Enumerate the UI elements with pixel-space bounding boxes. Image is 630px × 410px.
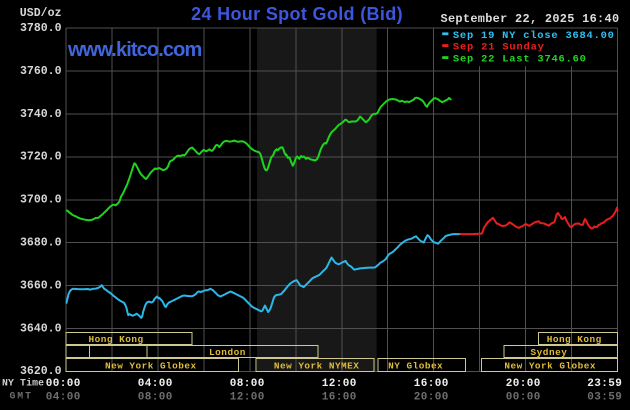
svg-text:New York NYMEX: New York NYMEX bbox=[274, 360, 359, 371]
svg-text:September 22, 2025 16:40: September 22, 2025 16:40 bbox=[441, 12, 620, 26]
svg-text:20:00: 20:00 bbox=[414, 391, 449, 403]
svg-text:NY Globex: NY Globex bbox=[388, 360, 443, 371]
svg-text:3760.0: 3760.0 bbox=[20, 65, 62, 78]
svg-text:USD/oz: USD/oz bbox=[20, 7, 62, 20]
svg-text:3780.0: 3780.0 bbox=[20, 22, 62, 35]
svg-text:Sep 21 Sunday: Sep 21 Sunday bbox=[453, 42, 545, 54]
svg-text:12:00: 12:00 bbox=[322, 378, 357, 390]
svg-text:3720.0: 3720.0 bbox=[20, 151, 62, 164]
svg-text:08:00: 08:00 bbox=[138, 391, 173, 403]
svg-text:GMT: GMT bbox=[10, 391, 32, 402]
svg-text:04:00: 04:00 bbox=[138, 378, 173, 390]
svg-text:20:00: 20:00 bbox=[506, 378, 541, 390]
svg-text:03:59: 03:59 bbox=[587, 391, 622, 403]
svg-text:3680.0: 3680.0 bbox=[20, 237, 62, 250]
svg-text:00:00: 00:00 bbox=[506, 391, 541, 403]
svg-text:12:00: 12:00 bbox=[230, 391, 265, 403]
svg-text:NY Time: NY Time bbox=[2, 377, 44, 388]
svg-text:Hong Kong: Hong Kong bbox=[89, 334, 144, 345]
svg-text:New York Globex: New York Globex bbox=[105, 360, 196, 371]
svg-text:Hong Kong: Hong Kong bbox=[547, 334, 602, 345]
svg-text:3640.0: 3640.0 bbox=[20, 322, 62, 335]
svg-text:3700.0: 3700.0 bbox=[20, 194, 62, 207]
svg-text:16:00: 16:00 bbox=[322, 391, 357, 403]
svg-text:3620.0: 3620.0 bbox=[20, 365, 62, 378]
svg-text:00:00: 00:00 bbox=[46, 378, 81, 390]
svg-text:New York Globex: New York Globex bbox=[504, 360, 595, 371]
svg-text:3660.0: 3660.0 bbox=[20, 279, 62, 292]
svg-text:23:59: 23:59 bbox=[587, 378, 622, 390]
svg-text:Sep 19 NY close 3684.00: Sep 19 NY close 3684.00 bbox=[453, 30, 614, 42]
svg-text:16:00: 16:00 bbox=[414, 378, 449, 390]
svg-text:04:00: 04:00 bbox=[46, 391, 81, 403]
svg-text:08:00: 08:00 bbox=[230, 378, 265, 390]
svg-text:3740.0: 3740.0 bbox=[20, 108, 62, 121]
svg-text:Sep 22 Last 3746.60: Sep 22 Last 3746.60 bbox=[453, 54, 586, 66]
svg-text:Sydney: Sydney bbox=[531, 347, 568, 358]
svg-text:London: London bbox=[209, 347, 246, 358]
